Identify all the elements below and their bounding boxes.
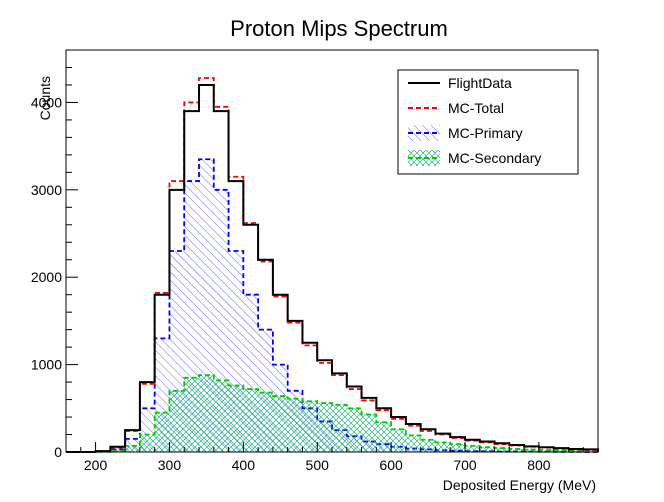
y-tick-label: 3000 [31,182,62,198]
y-tick-label: 0 [54,444,62,460]
x-tick-label: 800 [527,457,551,473]
x-tick-label: 500 [306,457,330,473]
y-tick-label: 4000 [31,94,62,110]
series-flightdata-line [66,83,599,453]
y-tick-label: 2000 [31,269,62,285]
y-tick-label: 1000 [31,357,62,373]
x-tick-label: 200 [84,457,108,473]
x-tick-label: 700 [453,457,477,473]
series-mc-secondary-line [66,374,599,453]
x-tick-label: 300 [158,457,182,473]
legend-label: MC-Total [448,100,504,116]
legend: FlightData MC-Total MC-Primary MC-Secondary [397,69,579,175]
y-axis-label: Counts [37,76,53,120]
legend-label: MC-Secondary [448,150,541,166]
x-tick-label: 400 [232,457,256,473]
x-axis: 200 300 400 500 600 700 800 [65,442,599,473]
plot-area [66,77,599,453]
x-axis-label: Deposited Energy (MeV) [443,477,596,493]
legend-label: MC-Primary [448,125,523,141]
x-tick-label: 600 [379,457,403,473]
y-axis: 0 1000 2000 3000 4000 [31,49,78,460]
chart-title: Proton Mips Spectrum [230,16,448,41]
legend-label: FlightData [448,75,512,91]
